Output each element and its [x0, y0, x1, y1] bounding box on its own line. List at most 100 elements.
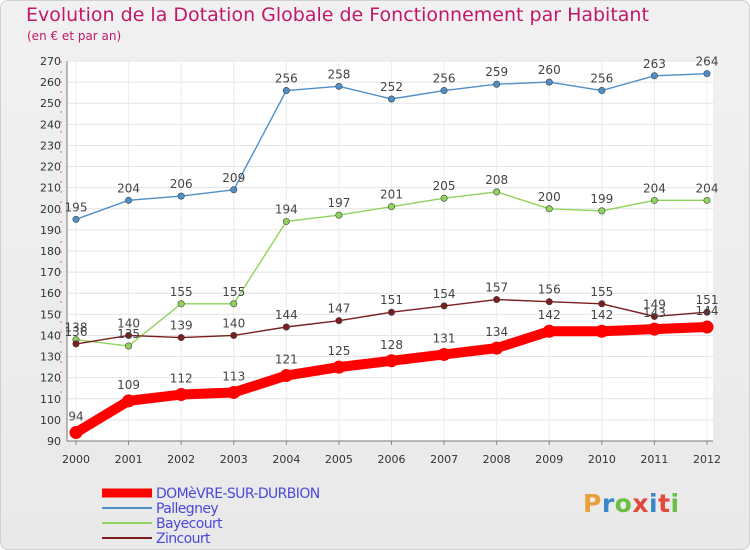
y-tick-label: 140	[40, 329, 61, 342]
series-point-2	[703, 196, 711, 204]
y-tick-label: 130	[40, 351, 61, 364]
data-label-0: 144	[696, 304, 719, 318]
x-tick-label: 2000	[62, 453, 90, 466]
data-label-3: 140	[117, 316, 140, 330]
legend-label-domevre: DOMèVRE-SUR-DURBION	[156, 486, 320, 502]
data-label-1: 256	[433, 72, 456, 86]
logo-letter: r	[601, 489, 615, 518]
series-point-0	[542, 324, 556, 338]
data-label-3: 154	[433, 287, 456, 301]
series-point-1	[282, 87, 290, 95]
series-point-1	[440, 87, 448, 95]
series-point-0	[647, 322, 661, 336]
x-tick-label: 2002	[167, 453, 195, 466]
series-point-1	[545, 78, 553, 86]
data-label-2: 138	[65, 321, 88, 335]
y-tick-label: 90	[47, 435, 61, 448]
series-point-0	[69, 426, 83, 440]
x-tick-label: 2001	[115, 453, 143, 466]
data-label-2: 200	[538, 190, 561, 204]
y-tick-label: 160	[40, 287, 61, 300]
data-label-1: 264	[696, 55, 719, 69]
series-point-3	[440, 302, 448, 310]
y-tick-label: 190	[40, 224, 61, 237]
data-label-0: 112	[170, 372, 193, 386]
data-label-1: 259	[485, 65, 508, 79]
data-label-0: 113	[222, 369, 245, 383]
series-point-1	[598, 87, 606, 95]
series-point-0	[174, 388, 188, 402]
series-point-3	[493, 296, 501, 304]
legend-swatch-domevre	[102, 488, 152, 498]
series-point-3	[545, 298, 553, 306]
series-point-2	[335, 211, 343, 219]
data-label-2: 199	[590, 192, 613, 206]
data-label-1: 252	[380, 80, 403, 94]
y-tick-label: 180	[40, 245, 61, 258]
data-label-2: 201	[380, 188, 403, 202]
series-point-1	[230, 186, 238, 194]
data-label-2: 204	[696, 181, 719, 195]
series-point-2	[598, 207, 606, 215]
series-point-0	[700, 320, 714, 334]
series-point-1	[650, 72, 658, 80]
data-label-2: 194	[275, 202, 298, 216]
data-label-0: 143	[643, 306, 666, 320]
data-label-0: 131	[433, 331, 456, 345]
y-tick-label: 200	[40, 203, 61, 216]
logo-letter: i	[670, 489, 680, 518]
legend-label-pallegney: Pallegney	[156, 501, 219, 517]
chart-subtitle: (en € et par an)	[27, 29, 122, 43]
data-label-1: 260	[538, 63, 561, 77]
y-tick-label: 260	[40, 76, 61, 89]
series-point-2	[177, 300, 185, 308]
series-point-3	[72, 340, 80, 348]
data-label-1: 206	[170, 177, 193, 191]
logo-letter: i	[649, 489, 659, 518]
logo-letter: x	[632, 489, 649, 518]
data-label-0: 109	[117, 378, 140, 392]
data-label-3: 157	[485, 281, 508, 295]
y-tick-label: 270	[40, 55, 61, 68]
x-tick-label: 2003	[220, 453, 248, 466]
y-tick-label: 240	[40, 118, 61, 131]
series-point-1	[703, 70, 711, 78]
logo-letter: t	[658, 489, 671, 518]
series-point-3	[125, 331, 133, 339]
x-tick-label: 2011	[640, 453, 668, 466]
data-label-0: 121	[275, 353, 298, 367]
y-tick-label: 170	[40, 266, 61, 279]
y-tick-label: 230	[40, 139, 61, 152]
series-point-0	[227, 385, 241, 399]
data-label-0: 125	[327, 344, 350, 358]
series-point-2	[230, 300, 238, 308]
x-tick-label: 2010	[588, 453, 616, 466]
data-label-3: 149	[643, 297, 666, 311]
data-label-1: 256	[590, 72, 613, 86]
y-tick-label: 250	[40, 97, 61, 110]
series-point-3	[230, 331, 238, 339]
series-point-2	[440, 194, 448, 202]
x-tick-label: 2006	[378, 453, 406, 466]
y-tick-label: 210	[40, 182, 61, 195]
data-label-2: 155	[222, 285, 245, 299]
legend-swatch-bayecourt	[102, 522, 152, 524]
data-label-2: 205	[433, 179, 456, 193]
data-label-0: 142	[538, 308, 561, 322]
data-label-1: 263	[643, 57, 666, 71]
x-tick-label: 2004	[272, 453, 300, 466]
series-point-0	[437, 347, 451, 361]
data-label-3: 155	[590, 285, 613, 299]
series-point-1	[177, 192, 185, 200]
series-point-0	[385, 354, 398, 368]
legend-swatch-pallegney	[102, 507, 152, 509]
series-point-3	[282, 323, 290, 331]
data-label-3: 151	[696, 293, 719, 307]
series-point-2	[282, 217, 290, 225]
y-tick-label: 220	[40, 161, 61, 174]
y-tick-label: 120	[40, 372, 61, 385]
data-label-1: 209	[222, 171, 245, 185]
series-point-2	[387, 203, 395, 211]
chart-title: Evolution de la Dotation Globale de Fonc…	[26, 4, 649, 26]
